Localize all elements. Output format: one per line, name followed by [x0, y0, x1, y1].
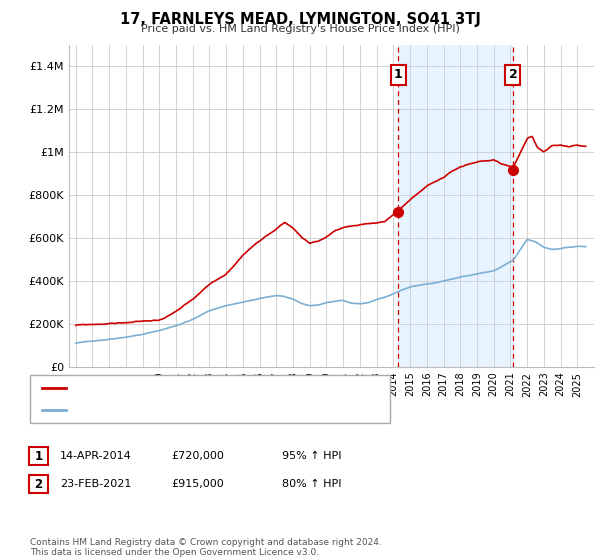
Text: 1: 1 — [34, 450, 43, 463]
Text: Contains HM Land Registry data © Crown copyright and database right 2024.
This d: Contains HM Land Registry data © Crown c… — [30, 538, 382, 557]
Bar — [398, 45, 513, 367]
Text: 17, FARNLEYS MEAD, LYMINGTON, SO41 3TJ: 17, FARNLEYS MEAD, LYMINGTON, SO41 3TJ — [119, 12, 481, 27]
Text: Price paid vs. HM Land Registry's House Price Index (HPI): Price paid vs. HM Land Registry's House … — [140, 24, 460, 34]
Text: 17, FARNLEYS MEAD, LYMINGTON, SO41 3TJ (detached house): 17, FARNLEYS MEAD, LYMINGTON, SO41 3TJ (… — [71, 382, 373, 393]
Text: 95% ↑ HPI: 95% ↑ HPI — [282, 451, 341, 461]
Text: 14-APR-2014: 14-APR-2014 — [60, 451, 132, 461]
Text: £915,000: £915,000 — [171, 479, 224, 489]
Text: 2: 2 — [509, 68, 517, 81]
Text: 1: 1 — [394, 68, 403, 81]
Text: HPI: Average price, detached house, New Forest: HPI: Average price, detached house, New … — [71, 405, 306, 416]
Text: 2: 2 — [34, 478, 43, 491]
Text: 23-FEB-2021: 23-FEB-2021 — [60, 479, 131, 489]
Text: 80% ↑ HPI: 80% ↑ HPI — [282, 479, 341, 489]
Text: £720,000: £720,000 — [171, 451, 224, 461]
